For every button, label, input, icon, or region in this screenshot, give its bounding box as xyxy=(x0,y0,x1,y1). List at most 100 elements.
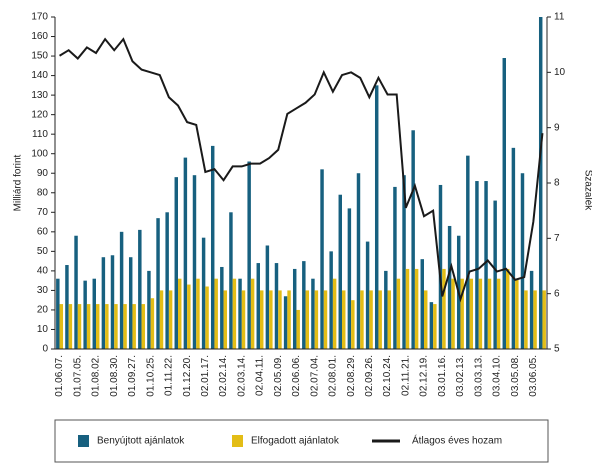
x-tick-label: 02.03.14. xyxy=(236,355,247,397)
bar xyxy=(302,261,306,349)
bar xyxy=(59,304,64,349)
bar xyxy=(196,278,200,349)
bar xyxy=(433,304,437,349)
bar xyxy=(132,304,136,349)
bar xyxy=(159,290,164,349)
bar xyxy=(187,284,191,349)
bar xyxy=(174,177,178,349)
bar xyxy=(210,145,215,349)
bar xyxy=(305,290,310,349)
bar xyxy=(438,184,443,349)
bar xyxy=(156,218,160,349)
bar xyxy=(496,278,501,349)
y-tick-label: 170 xyxy=(31,12,48,23)
bar xyxy=(414,268,419,349)
y-tick-label: 60 xyxy=(37,226,49,237)
bar xyxy=(402,175,406,349)
x-tick-label: 03.04.10. xyxy=(492,355,503,397)
x-tick-label: 02.10.24. xyxy=(382,355,393,397)
y-tick-label: 160 xyxy=(31,31,48,42)
bar xyxy=(378,290,382,349)
bar xyxy=(110,255,115,349)
bar xyxy=(478,278,483,349)
bar xyxy=(96,304,100,349)
bar xyxy=(320,169,324,349)
x-tick-label: 01.10.25. xyxy=(145,355,156,397)
bar xyxy=(466,155,470,349)
bar xyxy=(128,257,133,349)
x-tick-label: 01.08.30. xyxy=(109,355,120,397)
bar xyxy=(356,173,361,349)
y2-tick-label: 8 xyxy=(554,178,560,189)
bar xyxy=(183,157,188,349)
bar xyxy=(283,296,288,349)
bar xyxy=(278,290,282,349)
x-tick-label: 02.09.26. xyxy=(364,355,375,397)
bar xyxy=(192,175,197,349)
y2-tick-label: 5 xyxy=(554,344,560,355)
bar xyxy=(451,278,455,349)
y-tick-label: 150 xyxy=(31,51,48,62)
bar xyxy=(475,181,479,349)
bar xyxy=(65,265,69,349)
bar xyxy=(165,212,169,349)
x-tick-label: 03.02.13. xyxy=(455,355,466,397)
legend-swatch xyxy=(78,435,89,447)
legend-label: Elfogadott ajánlatok xyxy=(251,436,340,447)
bar xyxy=(74,235,78,349)
bar xyxy=(223,290,228,349)
y2-axis-label: Százalék xyxy=(582,170,592,212)
y-tick-label: 30 xyxy=(37,285,49,296)
x-tick-label: 01.11.22. xyxy=(164,355,175,396)
x-tick-label: 02.04.11. xyxy=(255,355,266,396)
x-tick-label: 02.07.04. xyxy=(309,355,320,397)
x-tick-label: 01.08.02. xyxy=(91,355,102,397)
x-tick-label: 03.06.05. xyxy=(528,355,539,397)
bar xyxy=(329,251,333,349)
bar xyxy=(487,278,492,349)
bar xyxy=(365,241,370,349)
y-tick-label: 0 xyxy=(42,344,48,355)
y-tick-label: 140 xyxy=(31,70,48,81)
y2-tick-label: 7 xyxy=(554,233,560,244)
y-tick-label: 100 xyxy=(31,148,48,159)
bar xyxy=(351,300,355,349)
bar xyxy=(411,130,415,349)
x-tick-label: 03.01.16. xyxy=(437,355,448,397)
bar xyxy=(342,290,346,349)
bar xyxy=(114,304,118,349)
bar xyxy=(323,290,328,349)
bar xyxy=(83,280,87,349)
bar xyxy=(393,186,397,349)
bar xyxy=(229,212,233,349)
x-tick-label: 02.08.01. xyxy=(328,355,339,397)
bar xyxy=(502,58,506,349)
bar xyxy=(150,298,155,349)
y-tick-label: 50 xyxy=(37,246,49,257)
bar xyxy=(511,147,516,349)
bar xyxy=(360,290,364,349)
bar xyxy=(138,229,142,349)
bar xyxy=(405,268,410,349)
bar xyxy=(105,304,109,349)
bar xyxy=(524,290,528,349)
bar xyxy=(92,278,96,349)
bar xyxy=(260,290,264,349)
x-tick-label: 02.06.06. xyxy=(291,355,302,397)
bar xyxy=(256,263,260,349)
bar xyxy=(420,259,424,349)
bar xyxy=(387,290,392,349)
bar xyxy=(384,270,388,349)
bar xyxy=(347,208,352,349)
bar xyxy=(201,237,206,349)
x-tick-label: 01.06.07. xyxy=(54,355,65,397)
bar xyxy=(332,278,337,349)
bar xyxy=(311,278,315,349)
bar xyxy=(178,278,182,349)
bar xyxy=(442,268,446,349)
legend-swatch xyxy=(232,435,243,447)
y-tick-label: 10 xyxy=(37,324,49,335)
bar xyxy=(220,266,224,349)
bar xyxy=(429,302,434,349)
y-tick-label: 120 xyxy=(31,109,48,120)
